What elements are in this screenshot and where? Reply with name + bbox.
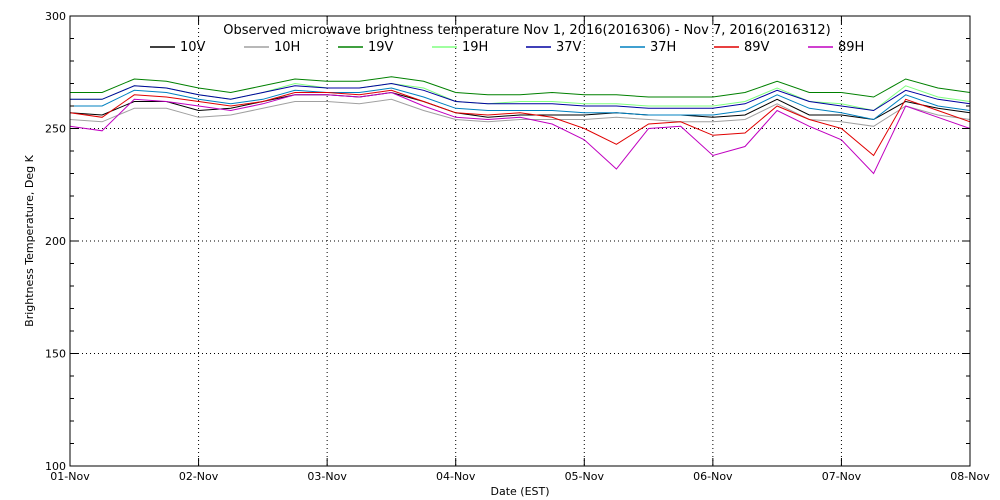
y-tick-label: 250 bbox=[45, 123, 66, 136]
x-tick-label: 02-Nov bbox=[179, 470, 219, 483]
legend-label-19h: 19H bbox=[462, 40, 488, 55]
series-line-19v bbox=[70, 76, 971, 98]
legend-label-89h: 89H bbox=[838, 40, 864, 55]
x-axis-label: Date (EST) bbox=[490, 485, 549, 498]
x-tick-label: 06-Nov bbox=[693, 470, 733, 483]
series-line-89h bbox=[69, 91, 971, 175]
y-tick-label: 100 bbox=[45, 460, 66, 473]
series-line-89v bbox=[69, 89, 971, 157]
x-tick-label: 03-Nov bbox=[307, 470, 347, 483]
series-line-37v bbox=[70, 82, 971, 112]
x-tick-label: 01-Nov bbox=[50, 470, 90, 483]
legend-label-89v: 89V bbox=[744, 40, 770, 55]
chart-title: Observed microwave brightness temperatur… bbox=[223, 23, 830, 38]
legend: 10V 10H 19V 19H 37V 37H 89V 89H bbox=[150, 40, 864, 55]
ticks: 01-Nov 02-Nov 03-Nov 04-Nov 05-Nov 06-Nov 07-N… bbox=[45, 10, 990, 483]
x-tick-label: 05-Nov bbox=[565, 470, 605, 483]
legend-label-37h: 37H bbox=[650, 40, 676, 55]
legend-label-19v: 19V bbox=[368, 40, 394, 55]
x-tick-label: 07-Nov bbox=[822, 470, 862, 483]
y-tick-label: 200 bbox=[45, 235, 66, 248]
y-tick-label: 150 bbox=[45, 348, 66, 361]
y-tick-label: 300 bbox=[45, 10, 66, 23]
legend-label-10v: 10V bbox=[180, 40, 206, 55]
grid bbox=[70, 16, 970, 466]
series-line-10h bbox=[69, 98, 971, 127]
x-tick-label: 08-Nov bbox=[950, 470, 990, 483]
series-layer bbox=[69, 76, 971, 175]
series-line-37h bbox=[70, 87, 971, 121]
x-tick-label: 04-Nov bbox=[436, 470, 476, 483]
legend-label-10h: 10H bbox=[274, 40, 300, 55]
y-axis-label: Brightness Temperature, Deg K bbox=[23, 154, 36, 326]
legend-label-37v: 37V bbox=[556, 40, 582, 55]
